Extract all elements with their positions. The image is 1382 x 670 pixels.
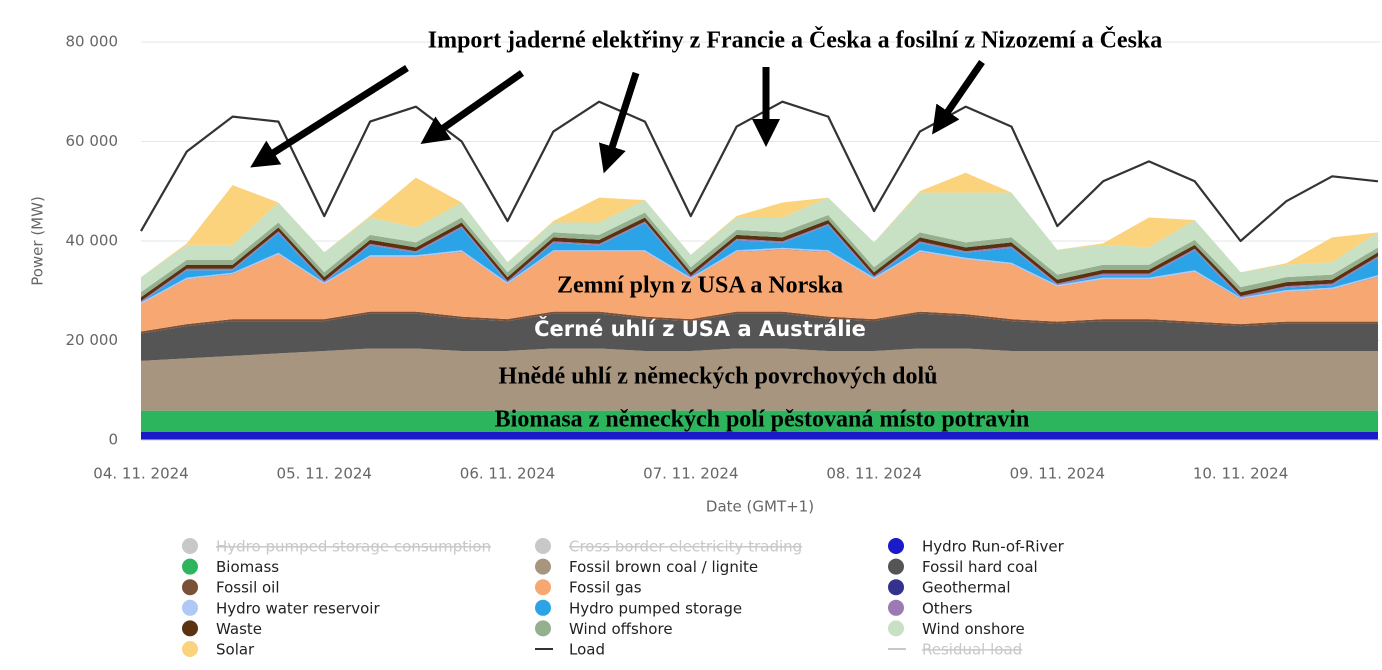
y-tick-label: 20 000: [66, 331, 119, 349]
legend-item[interactable]: Hydro Run-of-River: [888, 538, 1065, 556]
legend-label: Wind offshore: [569, 620, 673, 638]
arrow: [598, 71, 640, 174]
y-tick-label: 60 000: [66, 132, 119, 150]
area: [141, 311, 1378, 334]
legend-label: Wind onshore: [922, 620, 1025, 638]
legend-item[interactable]: Geothermal: [888, 579, 1011, 597]
legend-label: Residual load: [922, 641, 1022, 659]
x-tick-label: 08. 11. 2024: [826, 465, 921, 483]
area: [141, 221, 1378, 303]
line: [140, 100, 1379, 243]
legend-label: Geothermal: [922, 579, 1011, 597]
x-tick-label: 06. 11. 2024: [460, 465, 555, 483]
y-axis-label: Power (MW): [29, 196, 47, 286]
area: [141, 313, 1378, 361]
plot-area: [140, 41, 1380, 441]
legend-item[interactable]: Fossil oil: [182, 579, 280, 597]
arrows: [250, 60, 985, 174]
legend-symbol: [888, 538, 904, 554]
legend-symbol: [888, 558, 904, 575]
annotation: Import jaderné elektřiny z Francie a Čes…: [428, 27, 1163, 54]
legend-symbol: [888, 599, 904, 616]
legend-label: Cross border electricity trading: [569, 538, 802, 556]
y-tick-label: 0: [108, 431, 118, 449]
area: [141, 222, 1378, 303]
legend-item[interactable]: Fossil gas: [535, 579, 642, 597]
legend: Hydro pumped storage consumption Cross bo…: [182, 538, 1065, 659]
x-tick-label: 09. 11. 2024: [1010, 465, 1105, 483]
legend-label: Fossil brown coal / lignite: [569, 558, 758, 576]
legend-symbol: [182, 538, 198, 554]
area: [141, 249, 1378, 332]
area: [141, 432, 1378, 440]
legend-label: Fossil oil: [216, 579, 280, 597]
legend-item[interactable]: Residual load: [888, 641, 1022, 659]
annotation: Biomasa z německých polí pěstovaná místo…: [495, 407, 1030, 433]
x-tick-label: 05. 11. 2024: [277, 465, 372, 483]
y-tick-label: 40 000: [66, 232, 119, 250]
legend-label: Biomass: [216, 558, 279, 576]
legend-label: Waste: [216, 620, 262, 638]
legend-item[interactable]: Hydro pumped storage consumption: [182, 538, 491, 556]
legend-label: Hydro pumped storage consumption: [216, 538, 491, 556]
legend-label: Hydro pumped storage: [569, 599, 742, 617]
legend-item[interactable]: Fossil hard coal: [888, 558, 1038, 576]
legend-item[interactable]: Solar: [182, 641, 255, 659]
area: [141, 192, 1378, 293]
legend-label: Solar: [216, 641, 255, 659]
legend-symbol: [182, 641, 198, 657]
legend-symbol: [535, 579, 551, 596]
arrow: [420, 70, 525, 145]
area: [141, 212, 1378, 298]
annotation: Hnědé uhlí z německých povrchových dolů: [499, 364, 938, 390]
legend-symbol: [182, 599, 198, 616]
legend-item[interactable]: Cross border electricity trading: [535, 538, 802, 556]
legend-item[interactable]: Fossil brown coal / lignite: [535, 558, 758, 576]
area: [141, 217, 1378, 302]
arrow: [250, 65, 409, 168]
legend-label: Fossil hard coal: [922, 558, 1038, 576]
legend-item[interactable]: Wind onshore: [888, 620, 1025, 638]
legend-item[interactable]: Wind offshore: [535, 620, 673, 638]
x-tick-label: 10. 11. 2024: [1193, 465, 1288, 483]
legend-symbol: [535, 538, 551, 554]
legend-symbol: [535, 558, 551, 575]
legend-symbol: [888, 620, 904, 637]
legend-item[interactable]: Biomass: [182, 558, 279, 576]
y-tick-label: 80 000: [66, 33, 119, 51]
legend-symbol: [182, 620, 198, 637]
annotation: Zemní plyn z USA a Norska: [557, 273, 843, 299]
legend-item[interactable]: Waste: [182, 620, 262, 638]
x-axis-label: Date (GMT+1): [706, 498, 814, 516]
legend-label: Load: [569, 641, 605, 659]
legend-item[interactable]: Others: [888, 599, 973, 617]
area: [141, 410, 1378, 433]
legend-label: Hydro water reservoir: [216, 599, 380, 617]
x-tick-label: 07. 11. 2024: [643, 465, 738, 483]
legend-item[interactable]: Hydro water reservoir: [182, 599, 380, 617]
x-tick-label: 04. 11. 2024: [93, 465, 188, 483]
arrow: [932, 60, 985, 135]
legend-label: Fossil gas: [569, 579, 642, 597]
legend-item[interactable]: Load: [535, 641, 605, 659]
legend-label: Hydro Run-of-River: [922, 538, 1065, 556]
legend-item[interactable]: Hydro pumped storage: [535, 599, 742, 617]
area: [141, 348, 1378, 411]
area: [141, 172, 1378, 278]
legend-symbol: [182, 558, 198, 575]
legend-symbol: [535, 620, 551, 637]
legend-label: Others: [922, 599, 973, 617]
annotation: Černé uhlí z USA a Austrálie: [534, 316, 866, 341]
legend-symbol: [888, 579, 904, 596]
legend-symbol: [535, 599, 551, 616]
legend-symbol: [182, 579, 198, 596]
